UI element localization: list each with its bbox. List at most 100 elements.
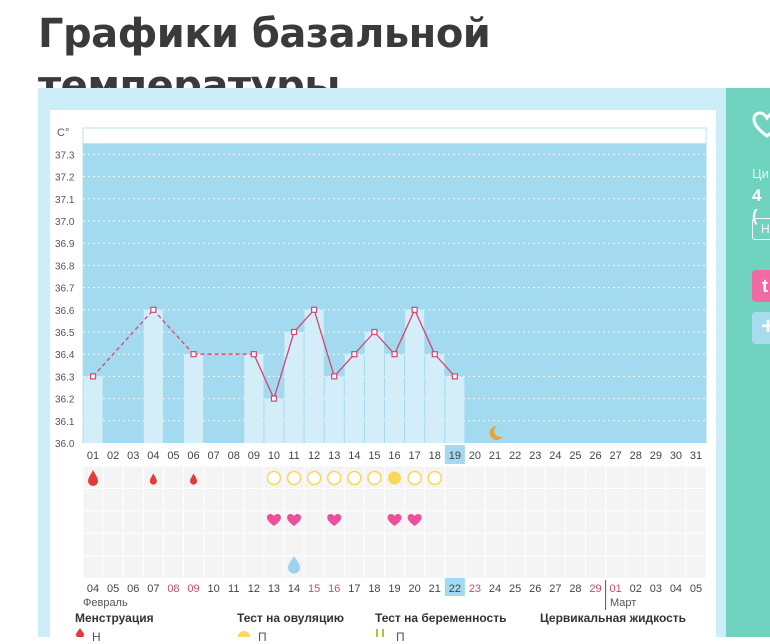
sidebar-cycle-label: Ци [752, 166, 769, 181]
date-label: 27 [549, 583, 561, 595]
heart-shape [327, 514, 342, 526]
page-title: Графики базальной температуры [38, 11, 491, 109]
temperature-bar [284, 332, 304, 443]
month-label-next: Март [610, 597, 637, 609]
temperature-bar [324, 376, 344, 443]
cycle-info-sidebar [726, 88, 770, 637]
y-tick-label: 36.5 [55, 328, 75, 339]
y-tick-label: 36.2 [55, 395, 75, 406]
date-label: 19 [388, 583, 400, 595]
date-label: 22 [449, 583, 461, 595]
ovulation-test-negative [407, 470, 422, 486]
legend-item-menstruation: Н [92, 630, 101, 644]
date-label: 14 [288, 583, 300, 595]
temperature-line-segment [373, 331, 396, 355]
temperature-bar [244, 354, 264, 443]
date-label: 11 [228, 583, 239, 595]
date-label: 15 [308, 583, 320, 595]
legend-title-pregnancy-test: Тест на беременность [375, 611, 507, 625]
cycle-day-label: 15 [368, 450, 380, 462]
cycle-day-label: 31 [690, 450, 702, 462]
date-label: 07 [147, 583, 159, 595]
date-label: 25 [509, 583, 521, 595]
date-label: 10 [208, 583, 220, 595]
cycle-day-label: 11 [288, 450, 299, 462]
sidebar-pink-button[interactable]: t [752, 270, 770, 302]
legend-title-cervical-fluid: Цервикальная жидкость [540, 611, 687, 625]
cycle-day-label: 19 [449, 450, 461, 462]
temperature-point [270, 395, 278, 402]
temperature-point [89, 373, 97, 380]
drop-shape [190, 473, 198, 485]
temperature-bar [83, 376, 103, 443]
temperature-bar [184, 354, 204, 443]
cycle-day-label: 02 [107, 450, 119, 462]
heart-shape [287, 514, 302, 526]
temperature-bar [143, 309, 163, 443]
date-label: 17 [348, 583, 360, 595]
cycle-day-label: 25 [569, 450, 581, 462]
y-axis-label: C° [57, 127, 69, 139]
cycle-day-label: 21 [489, 450, 501, 462]
heart-icon [327, 514, 342, 526]
ovulation-test-positive [388, 471, 402, 485]
date-label: 04 [670, 583, 682, 595]
cycle-day-label: 07 [208, 450, 220, 462]
date-row [83, 578, 707, 598]
moon-icon [489, 425, 504, 440]
legend-title-ovulation-test: Тест на овуляцию [237, 611, 344, 625]
temperature-bar [425, 354, 445, 443]
date-label: 05 [107, 583, 119, 595]
date-label: 28 [569, 583, 581, 595]
heart-outline-icon[interactable] [752, 110, 770, 140]
cycle-day-label: 29 [650, 450, 662, 462]
heart-icon [266, 514, 281, 526]
temperature-bar [364, 332, 384, 443]
cycle-day-label: 26 [589, 450, 601, 462]
y-tick-label: 37.3 [55, 150, 75, 161]
cycle-day-label: 22 [509, 450, 521, 462]
legend-item-ovulation: П [258, 630, 267, 644]
legend-item-pregnancy: П [396, 630, 405, 644]
drop-shape [149, 473, 157, 485]
cycle-day-label: 12 [308, 450, 320, 462]
sidebar-add-button[interactable]: + [752, 312, 770, 344]
temperature-point [190, 351, 197, 358]
ovulation-test-negative [367, 470, 382, 486]
date-label: 23 [469, 583, 481, 595]
cycle-day-label: 20 [469, 450, 481, 462]
temperature-line-segment [434, 353, 456, 377]
cycle-day-label: 27 [610, 450, 622, 462]
cycle-day-label: 08 [228, 450, 240, 462]
temperature-point [431, 351, 438, 358]
cycle-day-label: 28 [630, 450, 642, 462]
heart-icon [287, 514, 302, 526]
moon-shape [489, 425, 504, 440]
ovulation-test-negative [286, 470, 302, 486]
temperature-point [250, 351, 257, 358]
ovulation-test-negative [306, 470, 322, 486]
temperature-point [290, 328, 298, 336]
y-tick-label: 37.2 [55, 173, 75, 184]
date-label: 02 [630, 583, 642, 595]
cycle-day-label: 14 [348, 450, 360, 462]
ovulation-test-negative [327, 470, 342, 486]
cycle-day-row [83, 443, 707, 465]
temperature-point [331, 373, 338, 380]
cycle-day-label: 03 [127, 450, 139, 462]
date-label: 21 [429, 583, 441, 595]
drop-shape [288, 556, 301, 574]
temperature-line-segment [152, 309, 195, 355]
temperature-line-segment [293, 309, 315, 333]
cervical-fluid-drop-icon [288, 556, 301, 574]
legend-title-menstruation: Менструация [75, 611, 154, 625]
cycle-day-label: 13 [328, 450, 340, 462]
heart-icon [407, 514, 422, 526]
sidebar-button[interactable]: Н [752, 218, 770, 240]
temperature-bar [405, 309, 425, 443]
cycle-day-label: 30 [670, 450, 682, 462]
temperature-line-segment [393, 309, 416, 355]
date-label: 05 [690, 583, 702, 595]
cycle-day-label: 16 [388, 450, 400, 462]
temperature-point [391, 351, 398, 358]
